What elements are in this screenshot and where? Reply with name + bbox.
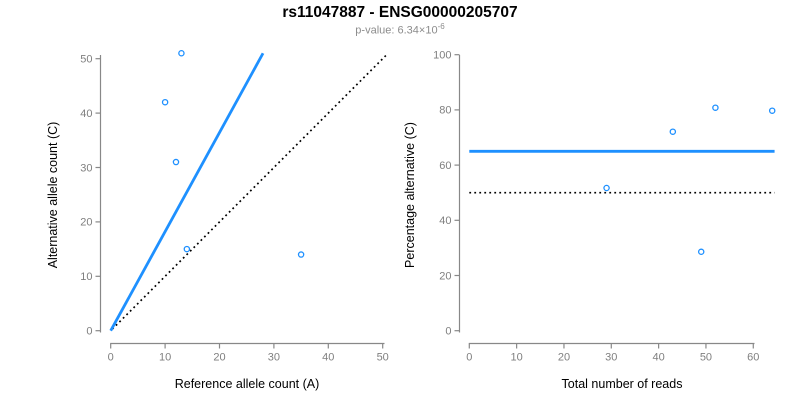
x-tick-label: 40 [322, 352, 334, 364]
y-tick-label: 40 [439, 215, 451, 227]
y-tick-label: 80 [439, 105, 451, 117]
x-tick-label: 20 [558, 352, 570, 364]
pvalue-base: 6.34×10 [397, 24, 438, 37]
y-tick-label: 10 [80, 271, 92, 283]
data-point [178, 50, 185, 57]
x-tick-label: 20 [213, 352, 225, 364]
y-tick-label: 100 [433, 50, 451, 62]
x-tick-label: 10 [511, 352, 523, 364]
y-tick-label: 0 [86, 326, 92, 338]
y-tick-label: 40 [80, 108, 92, 120]
data-point [297, 251, 305, 258]
data-point [669, 128, 677, 135]
y-axis-title: Alternative allele count (C) [46, 122, 60, 269]
y-tick-label: 60 [439, 160, 451, 172]
x-tick-label: 30 [605, 352, 617, 364]
y-tick-label: 50 [80, 54, 92, 66]
data-point [768, 107, 776, 114]
pvalue-label: p-value: [355, 24, 398, 37]
identity-line [111, 54, 387, 330]
y-axis-title: Percentage alternative (C) [403, 122, 417, 268]
data-point [603, 184, 610, 192]
data-point [183, 245, 191, 253]
y-tick-label: 30 [80, 162, 92, 174]
x-tick-label: 0 [466, 352, 472, 364]
x-axis-title: Total number of reads [562, 377, 683, 391]
x-tick-label: 60 [747, 352, 759, 364]
y-tick-label: 0 [445, 326, 451, 338]
fit-line [109, 52, 265, 332]
x-tick-label: 50 [377, 352, 389, 364]
x-axis-title: Reference allele count (A) [175, 377, 320, 391]
x-tick-label: 0 [108, 352, 114, 364]
pvalue-subtitle: p-value: 6.34×10-6 [0, 22, 800, 37]
data-point [697, 248, 705, 256]
data-point [712, 104, 719, 111]
x-tick-label: 40 [652, 352, 664, 364]
pvalue-exponent: -6 [437, 22, 445, 31]
y-tick-label: 20 [80, 217, 92, 229]
data-point [172, 158, 180, 166]
data-point [161, 98, 169, 106]
x-tick-label: 30 [268, 352, 280, 364]
x-tick-label: 50 [700, 352, 712, 364]
y-tick-label: 20 [439, 270, 451, 282]
page-title: rs11047887 - ENSG00000205707 [282, 4, 518, 21]
x-tick-label: 10 [159, 352, 171, 364]
